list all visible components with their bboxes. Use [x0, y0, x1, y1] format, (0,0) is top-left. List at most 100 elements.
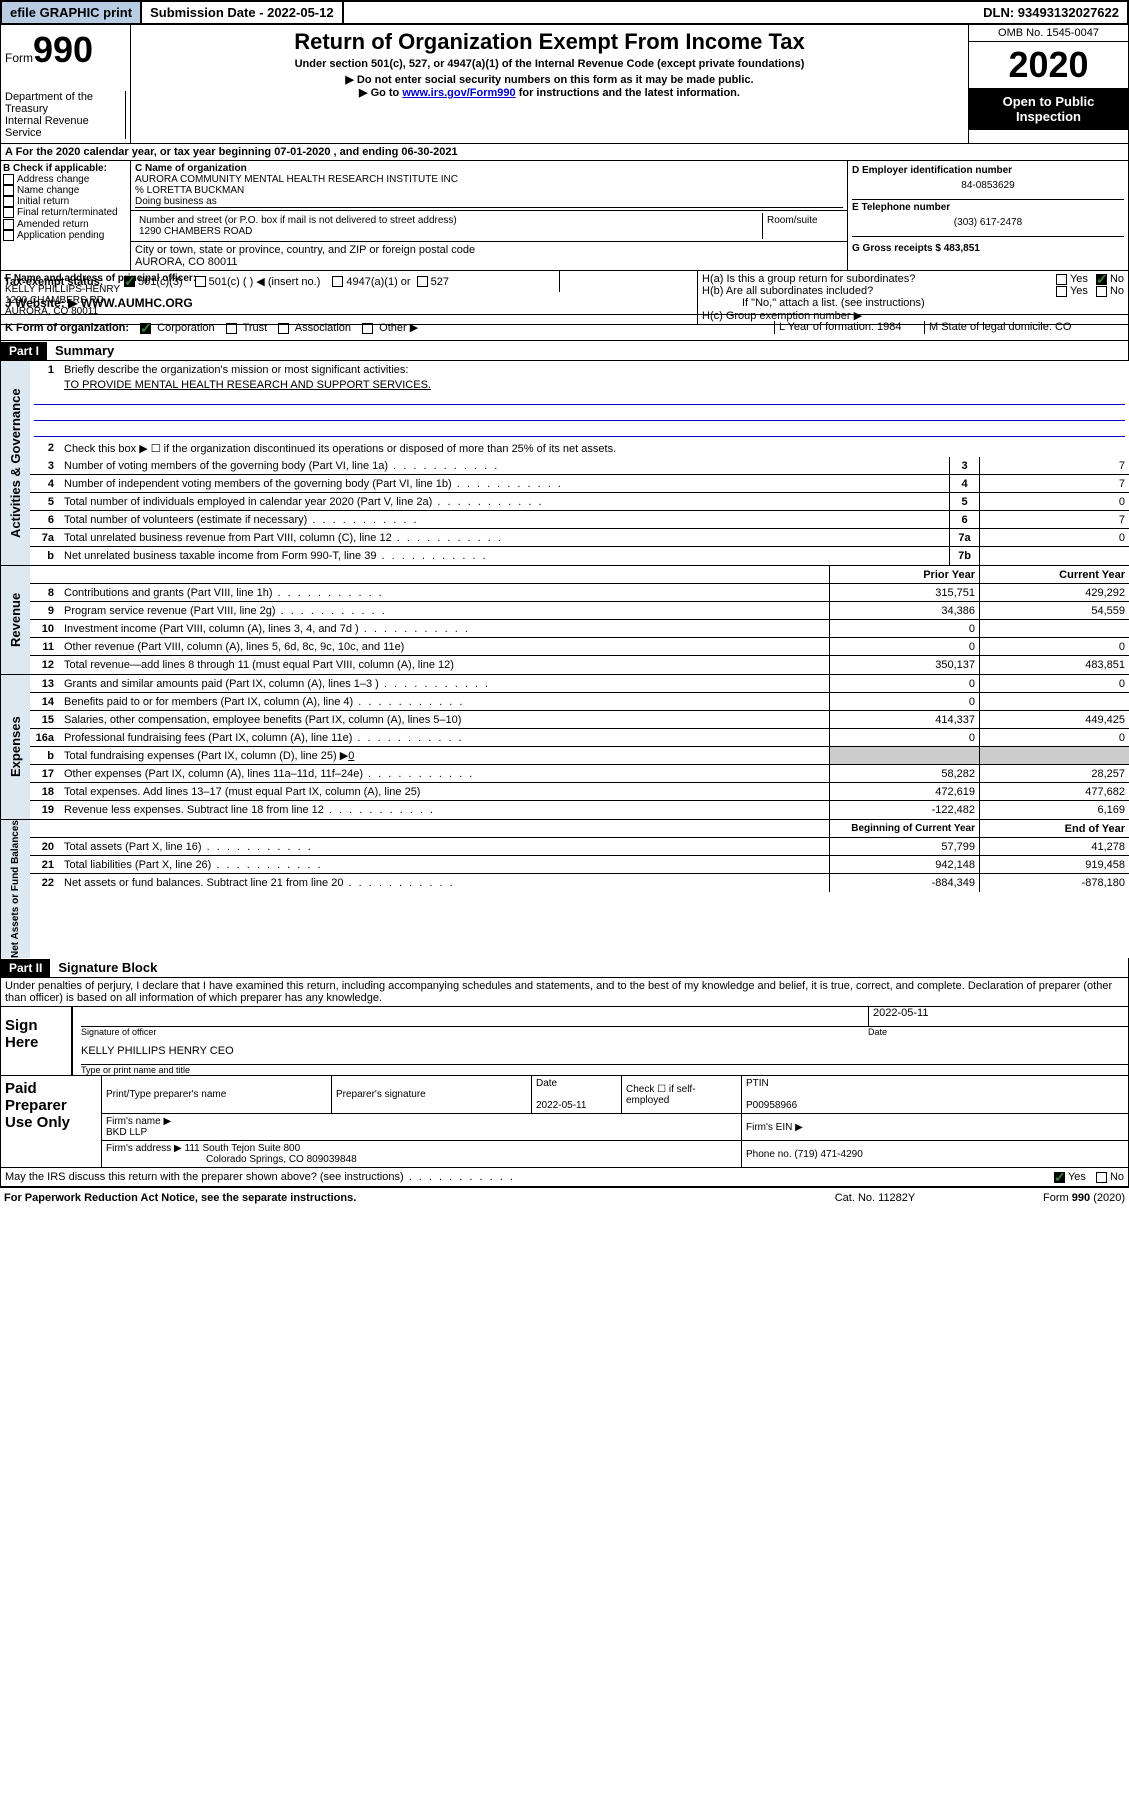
checkbox-checked-icon[interactable] [1054, 1172, 1065, 1183]
line-9: 9Program service revenue (Part VIII, lin… [30, 602, 1129, 620]
sig-labels: Signature of officer Date [81, 1027, 1128, 1037]
firm-phone: Phone no. (719) 471-4290 [742, 1141, 1128, 1167]
checkbox-icon[interactable] [278, 323, 289, 334]
checkbox-icon [3, 230, 14, 241]
expenses-section: Expenses 13Grants and similar amounts pa… [0, 675, 1129, 820]
line-17: 17Other expenses (Part IX, column (A), l… [30, 765, 1129, 783]
line-14: 14Benefits paid to or for members (Part … [30, 693, 1129, 711]
line-7a: 7aTotal unrelated business revenue from … [30, 529, 1129, 547]
public-inspection: Open to Public Inspection [969, 88, 1128, 130]
content-exp: 13Grants and similar amounts paid (Part … [30, 675, 1129, 819]
sign-block: Sign Here 2022-05-11 Signature of office… [0, 1007, 1129, 1076]
city-block: City or town, state or province, country… [131, 242, 847, 270]
main-title: Return of Organization Exempt From Incom… [135, 29, 964, 55]
city: AURORA, CO 80011 [135, 256, 843, 268]
part1-header: Part I Summary [0, 341, 1129, 361]
checkbox-icon[interactable] [226, 323, 237, 334]
checkbox-checked-icon[interactable] [1096, 274, 1107, 285]
b-opt-2[interactable]: Initial return [3, 196, 128, 207]
activities-governance: Activities & Governance 1 Briefly descri… [0, 361, 1129, 566]
checkbox-icon[interactable] [362, 323, 373, 334]
blank-line [34, 423, 1125, 437]
section-i: Tax-exempt status: 501(c)(3) 501(c) ( ) … [0, 271, 560, 292]
checkbox-icon[interactable] [1056, 286, 1067, 297]
checkbox-icon[interactable] [332, 276, 343, 287]
paid-h3: Date2022-05-11 [532, 1076, 622, 1113]
line-5: 5Total number of individuals employed in… [30, 493, 1129, 511]
part2-header: Part II Signature Block [0, 958, 1129, 978]
checkbox-icon[interactable] [1056, 274, 1067, 285]
ha-row: H(a) Is this a group return for subordin… [702, 273, 1124, 285]
paid-h5: PTINP00958966 [742, 1076, 1128, 1113]
checkbox-icon[interactable] [195, 276, 206, 287]
line-6: 6Total number of volunteers (estimate if… [30, 511, 1129, 529]
part2-title: Signature Block [50, 958, 165, 977]
form-footer: Form 990 (2020) [975, 1192, 1125, 1204]
line-21: 21Total liabilities (Part X, line 26)942… [30, 856, 1129, 874]
section-c: C Name of organization AURORA COMMUNITY … [131, 161, 848, 270]
content-na: Beginning of Current YearEnd of Year 20T… [30, 820, 1129, 958]
line-13: 13Grants and similar amounts paid (Part … [30, 675, 1129, 693]
discuss-row: May the IRS discuss this return with the… [0, 1168, 1129, 1187]
room-label: Room/suite [763, 213, 843, 239]
b-opt-5[interactable]: Application pending [3, 230, 128, 241]
omb: OMB No. 1545-0047 [969, 25, 1128, 42]
hb-label: H(b) Are all subordinates included? [702, 285, 1056, 297]
section-l: L Year of formation: 1984 [774, 321, 924, 334]
sig-name: KELLY PHILLIPS HENRY CEO [81, 1045, 1128, 1065]
paid-label: Paid Preparer Use Only [1, 1076, 101, 1167]
b-opt-0[interactable]: Address change [3, 174, 128, 185]
part1-title: Summary [47, 341, 122, 360]
tax-year: 2020 [969, 42, 1128, 88]
section-k: K Form of organization: Corporation Trus… [5, 321, 774, 334]
sig-name-label: Type or print name and title [81, 1065, 1128, 1075]
blank-line [34, 407, 1125, 421]
paid-right: Print/Type preparer's name Preparer's si… [101, 1076, 1128, 1167]
line-num: 1 [30, 364, 60, 376]
submission-date: Submission Date - 2022-05-12 [142, 2, 344, 23]
form-number: 990 [33, 29, 93, 70]
form-number-box: Form990 Department of the Treasury Inter… [1, 25, 131, 143]
street: 1290 CHAMBERS ROAD [139, 226, 758, 237]
form-header: Form990 Department of the Treasury Inter… [0, 25, 1129, 144]
sig-space[interactable] [81, 1007, 868, 1026]
website[interactable]: WWW.AUMHC.ORG [81, 296, 193, 310]
checkbox-icon[interactable] [1096, 1172, 1107, 1183]
subtitle: Under section 501(c), 527, or 4947(a)(1)… [135, 58, 964, 70]
website-label: J Website: ▶ [5, 296, 77, 310]
section-b: B Check if applicable: Address change Na… [1, 161, 131, 270]
checkbox-icon[interactable] [417, 276, 428, 287]
checkbox-checked-icon[interactable] [140, 323, 151, 334]
row-bcde: B Check if applicable: Address change Na… [0, 161, 1129, 271]
year-box: OMB No. 1545-0047 2020 Open to Public In… [968, 25, 1128, 143]
title-box: Return of Organization Exempt From Incom… [131, 25, 968, 143]
paid-firm-row: Firm's name ▶ BKD LLP Firm's EIN ▶ [102, 1114, 1128, 1141]
sig-officer-row: 2022-05-11 [81, 1007, 1128, 1027]
section-h: H(a) Is this a group return for subordin… [698, 271, 1128, 324]
b-opt-3[interactable]: Final return/terminated [3, 207, 128, 218]
line-15: 15Salaries, other compensation, employee… [30, 711, 1129, 729]
content-rev: Prior YearCurrent Year 8Contributions an… [30, 566, 1129, 674]
discuss-text: May the IRS discuss this return with the… [5, 1171, 1054, 1183]
sidebar-activities: Activities & Governance [0, 361, 30, 565]
firm-addr: Firm's address ▶ 111 South Tejon Suite 8… [102, 1141, 742, 1167]
instr2: ▶ Go to www.irs.gov/Form990 for instruct… [135, 86, 964, 99]
paid-h4[interactable]: Check ☐ if self-employed [622, 1076, 742, 1113]
declaration: Under penalties of perjury, I declare th… [0, 978, 1129, 1007]
line-20: 20Total assets (Part X, line 16)57,79941… [30, 838, 1129, 856]
dba-label: Doing business as [135, 196, 843, 208]
line-8: 8Contributions and grants (Part VIII, li… [30, 584, 1129, 602]
b-opt-4[interactable]: Amended return [3, 219, 128, 230]
line-11: 11Other revenue (Part VIII, column (A), … [30, 638, 1129, 656]
firm-name: Firm's name ▶ BKD LLP [102, 1114, 742, 1140]
org-name-block: C Name of organization AURORA COMMUNITY … [131, 161, 847, 211]
cat-no: Cat. No. 11282Y [775, 1192, 975, 1204]
efile-link[interactable]: efile GRAPHIC print [2, 2, 142, 23]
checkbox-icon [3, 219, 14, 230]
l1-text: Briefly describe the organization's miss… [60, 362, 1129, 378]
form990-link[interactable]: www.irs.gov/Form990 [402, 87, 515, 99]
b-opt-1[interactable]: Name change [3, 185, 128, 196]
street-block: Number and street (or P.O. box if mail i… [135, 213, 763, 239]
line-19: 19Revenue less expenses. Subtract line 1… [30, 801, 1129, 819]
checkbox-checked-icon[interactable] [124, 276, 135, 287]
